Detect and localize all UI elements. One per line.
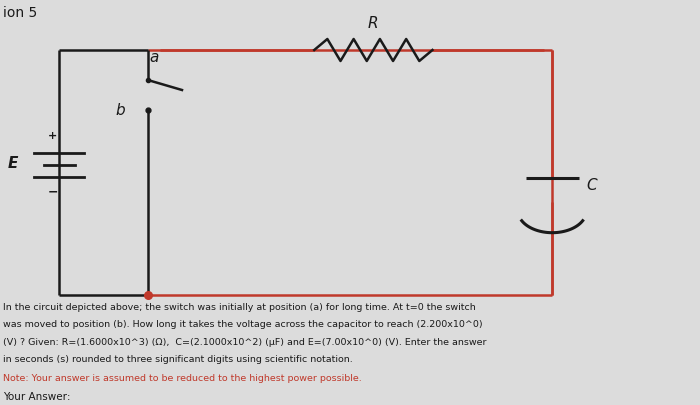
Text: (V) ? Given: R=(1.6000x10^3) (Ω),  C=(2.1000x10^2) (µF) and E=(7.00x10^0) (V). E: (V) ? Given: R=(1.6000x10^3) (Ω), C=(2.1…	[3, 337, 486, 346]
Text: C: C	[587, 178, 597, 193]
Text: was moved to position (b). How long it takes the voltage across the capacitor to: was moved to position (b). How long it t…	[3, 320, 483, 329]
Text: Your Answer:: Your Answer:	[3, 391, 71, 401]
Text: E: E	[7, 156, 18, 171]
Text: +: +	[48, 131, 57, 141]
Text: b: b	[115, 103, 125, 118]
Text: R: R	[368, 16, 379, 31]
Text: a: a	[149, 50, 159, 65]
Text: −: −	[48, 185, 58, 198]
Text: In the circuit depicted above; the switch was initially at position (a) for long: In the circuit depicted above; the switc…	[3, 302, 476, 311]
Text: Note: Your answer is assumed to be reduced to the highest power possible.: Note: Your answer is assumed to be reduc…	[3, 373, 362, 382]
Text: ion 5: ion 5	[3, 6, 37, 20]
Text: in seconds (s) rounded to three significant digits using scientific notation.: in seconds (s) rounded to three signific…	[3, 355, 353, 364]
